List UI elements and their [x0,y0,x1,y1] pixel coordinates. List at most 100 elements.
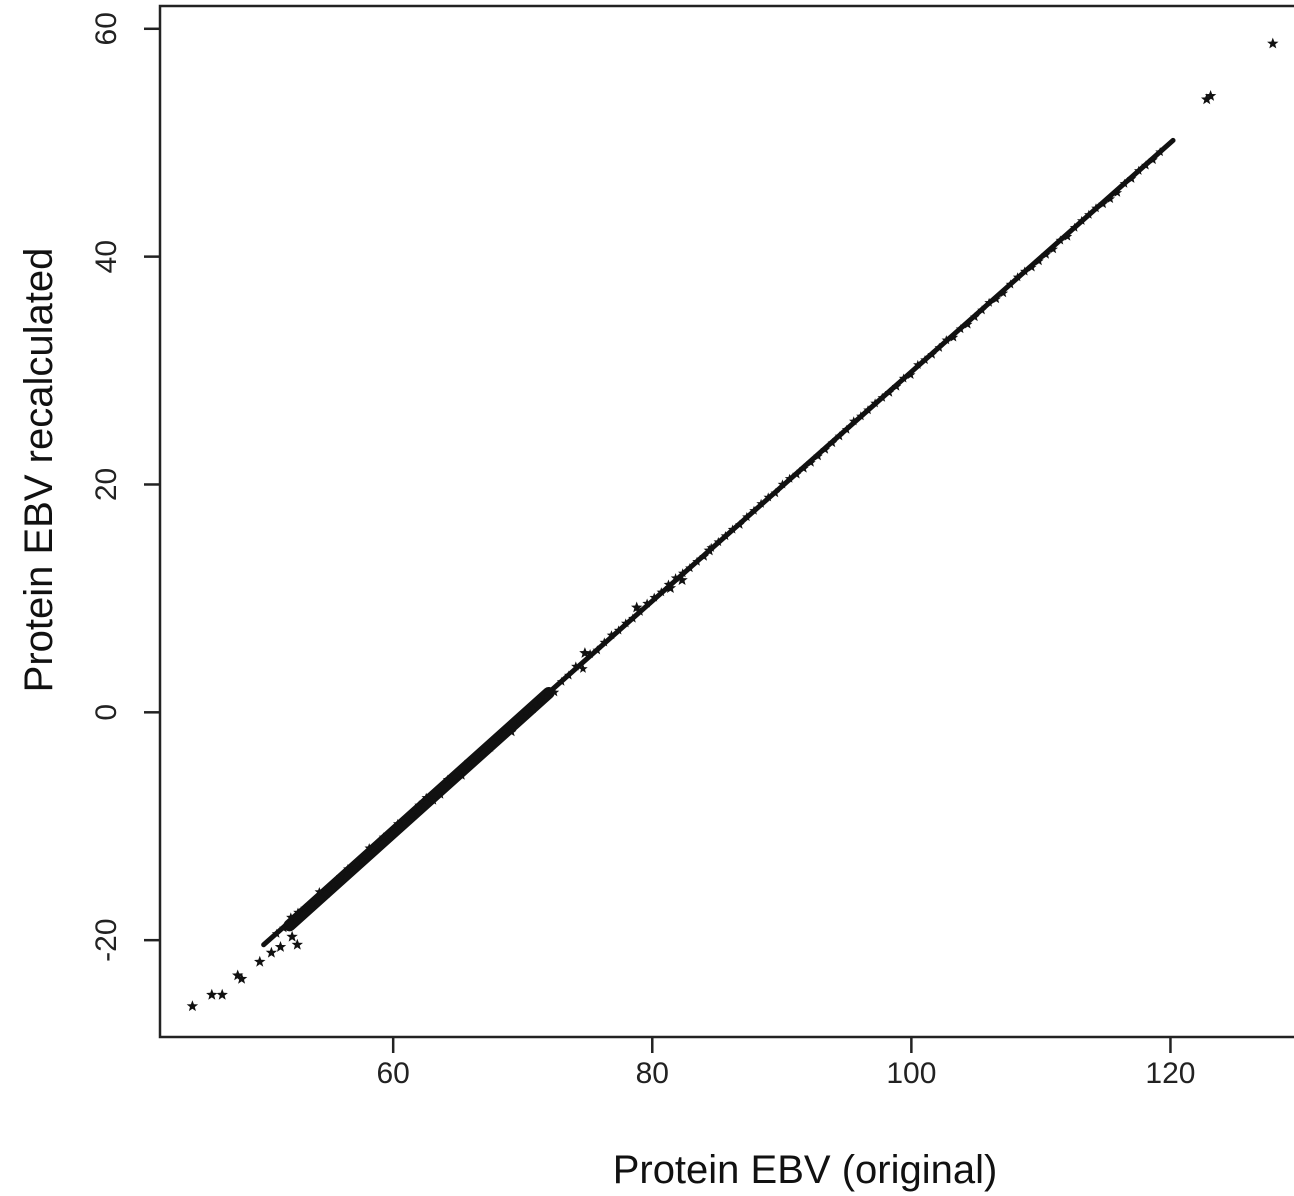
data-point [343,864,353,874]
data-point [977,305,987,315]
data-point [877,392,887,402]
data-point [763,492,773,502]
data-point [934,342,944,352]
x-tick-label: 60 [376,1057,409,1090]
data-point [291,938,303,950]
x-axis: 60 80 100 120 [376,1037,1195,1090]
data-point [913,359,923,369]
data-point [1069,222,1080,232]
data-point [841,424,852,434]
data-point [685,563,695,573]
data-points [186,37,1279,1012]
data-point [998,288,1009,298]
data-point [1012,272,1023,282]
data-point [727,524,738,534]
data-point [1041,249,1051,259]
data-point [713,537,724,547]
data-point [464,756,474,766]
data-point [970,312,980,322]
data-point [492,732,503,742]
y-tick-label: 40 [90,240,123,273]
data-point [813,451,823,461]
data-point [820,444,830,454]
data-point [1204,90,1217,101]
data-point [784,473,795,483]
data-point [1267,37,1279,49]
data-point [1027,262,1037,272]
data-point [407,809,417,819]
data-point [364,843,374,853]
data-point [664,582,677,593]
data-point [328,879,339,889]
data-point [186,1000,199,1012]
data-point [703,544,715,556]
data-point [656,587,667,597]
data-point [891,381,902,391]
data-point [435,789,446,799]
data-point [948,332,959,342]
data-point [606,630,617,640]
data-point [663,579,674,589]
data-point [699,551,709,561]
data-point [1098,199,1108,209]
data-point [941,335,952,345]
data-point [571,661,581,671]
data-point [592,645,602,655]
trend-band-wide [283,686,555,932]
data-point [1126,173,1137,183]
data-point [579,647,591,658]
data-point [927,349,937,359]
data-point [254,955,266,967]
data-point [792,469,802,479]
data-point [507,727,517,737]
data-point [777,479,788,489]
data-point [357,855,367,865]
x-tick-label: 120 [1145,1057,1195,1090]
data-point [770,488,781,498]
data-point [528,703,538,713]
data-point [692,556,702,566]
data-point [300,903,310,913]
data-point [642,598,652,608]
data-point [955,324,966,334]
data-point [1055,235,1066,245]
data-point [884,387,895,397]
data-point [542,687,553,697]
data-point [414,800,424,810]
data-point [1084,209,1094,219]
data-point [1034,256,1044,266]
data-point [274,941,287,952]
y-tick-label: 0 [90,704,123,721]
data-point [1141,160,1151,170]
x-tick-label: 100 [886,1057,936,1090]
data-point [371,841,382,851]
data-point [649,592,659,602]
data-point [442,774,453,784]
data-point [920,355,930,365]
data-point [1005,279,1016,289]
data-point [1020,266,1030,276]
data-point [400,816,410,826]
data-point [963,319,973,329]
data-point [521,706,531,716]
data-point [271,928,282,938]
data-point [756,498,766,508]
y-tick-label: 60 [90,12,123,45]
data-point [628,613,638,623]
data-point [1077,215,1087,225]
data-point [578,663,588,673]
data-point [631,601,643,613]
data-point [856,411,866,421]
data-point [720,531,731,541]
data-point [1134,165,1144,175]
data-point [991,294,1001,304]
data-point [806,457,816,467]
data-point [742,512,752,522]
data-point [870,398,880,408]
data-point [1201,93,1213,105]
data-point [307,897,317,907]
y-axis: -20 0 20 40 60 [90,12,160,962]
data-point [1119,178,1130,188]
data-point [321,888,332,898]
data-point [799,463,809,473]
